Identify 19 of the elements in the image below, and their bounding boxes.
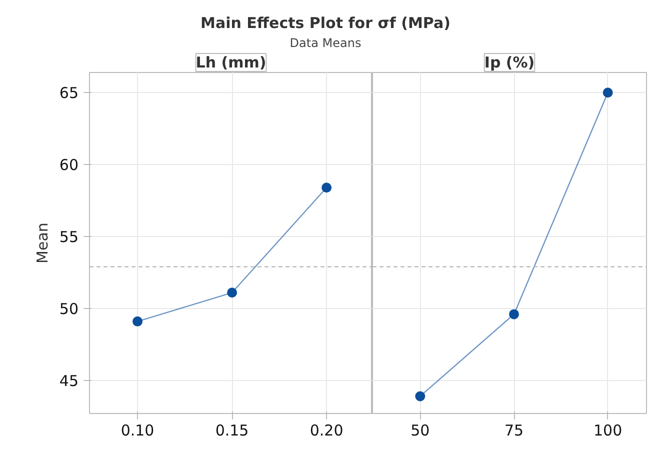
x-tick-label: 100 bbox=[594, 422, 622, 440]
x-axis-title: Ip (%) bbox=[484, 54, 535, 72]
y-tick-label: 50 bbox=[59, 300, 79, 318]
chart-title: Main Effects Plot for σf (MPa) bbox=[200, 14, 450, 32]
x-tick-label: 0.20 bbox=[310, 422, 344, 440]
x-tick-label: 0.10 bbox=[120, 422, 154, 440]
point bbox=[227, 288, 238, 298]
point bbox=[132, 316, 143, 326]
y-tick-label: 45 bbox=[59, 372, 79, 390]
x-tick-label: 50 bbox=[410, 422, 430, 440]
x-tick-label: 0.15 bbox=[215, 422, 249, 440]
y-tick-label: 65 bbox=[59, 84, 79, 102]
y-axis-title: Mean bbox=[33, 222, 52, 264]
chart-subtitle: Data Means bbox=[290, 36, 362, 50]
x-tick-label: 75 bbox=[504, 422, 524, 440]
y-tick-label: 55 bbox=[59, 228, 79, 246]
y-tick-label: 60 bbox=[59, 156, 79, 174]
point bbox=[322, 182, 332, 193]
x-axis-title: Lh (mm) bbox=[196, 54, 266, 72]
